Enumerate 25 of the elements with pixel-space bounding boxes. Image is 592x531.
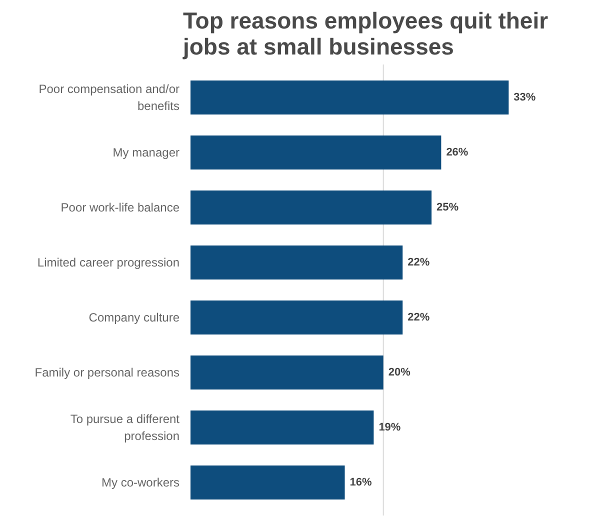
- data-label: 20%: [388, 366, 411, 378]
- y-tick-label: Family or personal reasons: [34, 366, 180, 380]
- bar: [190, 135, 442, 170]
- bar: [190, 410, 374, 445]
- data-label: 19%: [378, 422, 401, 434]
- bar: [190, 465, 345, 500]
- bar: [190, 245, 403, 280]
- y-tick-label: Limited career progression: [37, 256, 180, 270]
- data-label: 25%: [436, 202, 459, 214]
- bar: [190, 300, 403, 335]
- data-label: 33%: [514, 92, 536, 104]
- bar: [190, 355, 384, 390]
- y-tick-label: Company culture: [88, 310, 180, 324]
- data-label: 16%: [350, 476, 372, 488]
- y-tick-label: To pursue a different profession: [70, 412, 180, 443]
- y-tick-label: Poor work-life balance: [60, 200, 180, 214]
- bar: [190, 80, 509, 115]
- data-label: 22%: [408, 312, 430, 324]
- chart-title: Top reasons employees quit their jobs at small businesses: [182, 8, 548, 60]
- y-tick-label: My manager: [112, 146, 180, 160]
- y-tick-label: Poor compensation and/or benefits: [38, 82, 180, 113]
- data-label: 22%: [408, 256, 430, 268]
- data-label: 26%: [446, 146, 468, 158]
- y-tick-label: My co-workers: [101, 476, 180, 490]
- bar: [190, 190, 432, 225]
